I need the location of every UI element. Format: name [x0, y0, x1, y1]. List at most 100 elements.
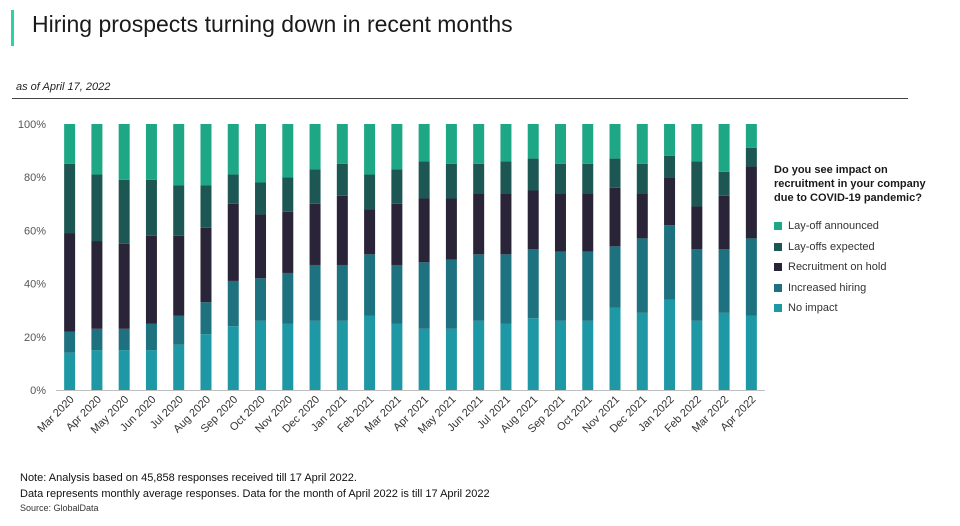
- bar-segment: [391, 323, 403, 390]
- bar-segment: [118, 124, 130, 180]
- bar-segment: [364, 254, 376, 316]
- bar-segment: [91, 241, 103, 329]
- bar-segment: [745, 315, 757, 390]
- page-title: Hiring prospects turning down in recent …: [32, 11, 513, 37]
- bar-segment: [745, 166, 757, 239]
- legend-item: Lay-offs expected: [774, 240, 934, 254]
- bar-segment: [664, 177, 676, 226]
- bar-segment: [145, 124, 157, 180]
- bar-segment: [336, 195, 348, 265]
- bar-segment: [391, 203, 403, 265]
- bar-segment: [554, 193, 566, 252]
- bar-segment: [636, 312, 648, 390]
- bar-segment: [582, 193, 594, 252]
- bar-segment: [445, 328, 457, 390]
- bar-segment: [64, 352, 76, 390]
- legend-item: Lay-off announced: [774, 219, 934, 233]
- bar-segment: [500, 161, 512, 194]
- y-tick-label: 40%: [24, 279, 46, 291]
- bar-segment: [418, 198, 430, 263]
- bar-segment: [91, 350, 103, 390]
- bar-segment: [364, 315, 376, 390]
- bar-segment: [445, 163, 457, 199]
- bar-segment: [391, 169, 403, 204]
- legend-label: No impact: [788, 302, 838, 314]
- bar-segment: [118, 243, 130, 329]
- bar-segment: [309, 169, 321, 204]
- legend-swatch: [774, 242, 782, 251]
- as-of-date: as of April 17, 2022: [16, 81, 111, 93]
- bar-segment: [200, 302, 212, 335]
- legend-item: Recruitment on hold: [774, 260, 934, 274]
- bar-segment: [173, 124, 185, 186]
- bar-segment: [554, 163, 566, 194]
- bar-segment: [554, 124, 566, 164]
- bar-segment: [691, 320, 703, 390]
- bar-segment: [227, 326, 239, 390]
- bar-segment: [473, 163, 485, 194]
- bar-segment: [173, 344, 185, 390]
- bar-segment: [255, 214, 267, 279]
- bar-segment: [309, 264, 321, 321]
- bar-segment: [500, 124, 512, 162]
- bar-segment: [691, 124, 703, 162]
- bar-segment: [527, 124, 539, 159]
- bar-segment: [118, 328, 130, 351]
- bar-segment: [364, 209, 376, 255]
- bar-segment: [745, 147, 757, 167]
- bar-segment: [664, 225, 676, 300]
- bar-segment: [282, 177, 294, 212]
- bar-segment: [609, 307, 621, 390]
- bar-segment: [500, 193, 512, 255]
- bar-segment: [582, 251, 594, 321]
- bar-segment: [691, 161, 703, 207]
- bar-segment: [691, 249, 703, 321]
- bar-segment: [336, 163, 348, 196]
- bar-segment: [391, 124, 403, 170]
- bar-segment: [145, 179, 157, 236]
- bar-segment: [527, 158, 539, 191]
- chart-legend: Do you see impact on recruitment in your…: [774, 163, 934, 322]
- bar-segment: [609, 124, 621, 159]
- bar-segment: [473, 124, 485, 164]
- bar-segment: [282, 124, 294, 178]
- bar-segment: [445, 198, 457, 260]
- bar-segment: [473, 193, 485, 255]
- bar-segment: [118, 350, 130, 390]
- bar-segment: [664, 299, 676, 390]
- bar-segment: [500, 323, 512, 390]
- bar-segment: [636, 163, 648, 194]
- bar-segment: [527, 249, 539, 319]
- bar-segment: [391, 264, 403, 324]
- footnote: Note: Analysis based on 45,858 responses…: [20, 471, 490, 502]
- y-tick-label: 60%: [24, 225, 46, 237]
- source-credit: Source: GlobalData: [20, 503, 99, 513]
- footnote-line-1: Note: Analysis based on 45,858 responses…: [20, 472, 357, 484]
- bar-segment: [718, 124, 730, 172]
- bar-segment: [173, 185, 185, 236]
- bar-segment: [255, 320, 267, 390]
- bar-segment: [227, 203, 239, 281]
- bar-segment: [418, 124, 430, 162]
- bar-segment: [473, 320, 485, 390]
- legend-item: Increased hiring: [774, 281, 934, 295]
- bar-segment: [336, 264, 348, 321]
- bar-segment: [609, 158, 621, 188]
- bar-segment: [718, 312, 730, 390]
- bar-segment: [691, 206, 703, 250]
- bar-segment: [582, 163, 594, 194]
- bar-segment: [500, 254, 512, 324]
- bar-segment: [636, 193, 648, 239]
- bar-segment: [718, 195, 730, 250]
- bar-segment: [91, 328, 103, 351]
- bar-segment: [118, 179, 130, 244]
- bar-segment: [582, 320, 594, 390]
- bar-segment: [227, 124, 239, 175]
- legend-item: No impact: [774, 301, 934, 315]
- bar-segment: [445, 124, 457, 164]
- bar-segment: [718, 249, 730, 313]
- bar-segment: [609, 187, 621, 247]
- bar-segment: [200, 227, 212, 303]
- legend-label: Recruitment on hold: [788, 261, 887, 273]
